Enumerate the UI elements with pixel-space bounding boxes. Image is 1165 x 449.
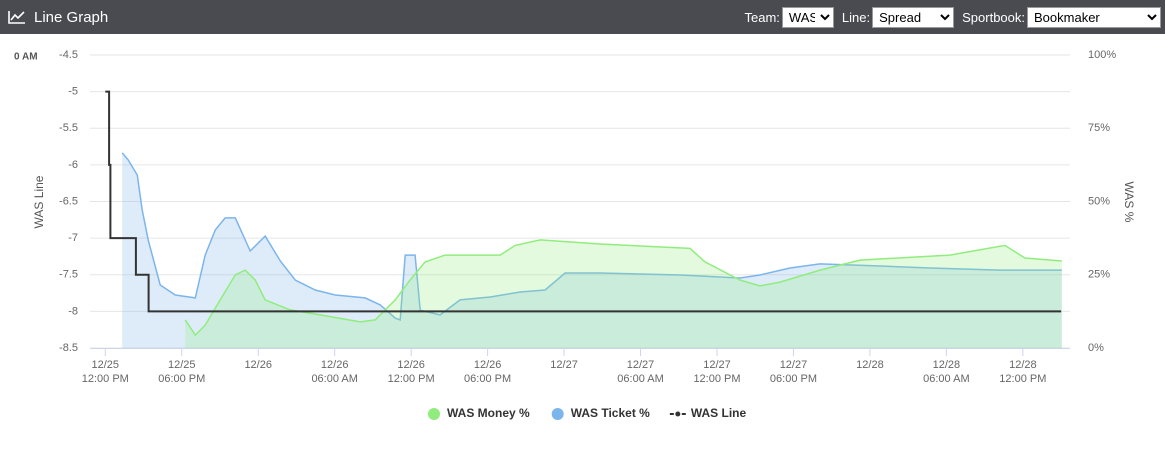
header-title: Line Graph [34, 8, 109, 26]
y2-tick-label: 50% [1088, 195, 1110, 207]
header: Line Graph Team: WAS Line: Spread Sportb… [0, 0, 1165, 34]
line [105, 90, 1062, 313]
x-tick-label: 12/28 [1009, 359, 1037, 371]
y-tick-label: -8 [68, 305, 78, 317]
y-tick-label: -5.5 [59, 122, 78, 134]
x-tick-time: 12:00 PM [388, 373, 435, 385]
legend-label: WAS Ticket % [571, 406, 650, 420]
x-tick-time: 06:00 PM [158, 373, 205, 385]
legend-label: WAS Money % [447, 406, 530, 420]
y-tick-label: -7.5 [59, 269, 78, 281]
y-tick-label: -8.5 [59, 342, 78, 354]
chart-icon [8, 11, 25, 24]
y2-tick-label: 25% [1088, 269, 1110, 281]
x-tick-label: 12/27 [703, 359, 731, 371]
annotation: 0 AM [14, 52, 38, 63]
y2-tick-label: 100% [1088, 49, 1116, 61]
y-tick-label: -6 [68, 159, 78, 171]
control-label: Line: [841, 9, 871, 25]
legend-marker [428, 408, 440, 420]
legend-label: WAS Line [691, 406, 747, 420]
x-tick-time: 06:00 PM [770, 373, 817, 385]
team-select[interactable]: WAS [781, 6, 834, 28]
x-tick-label: 12/27 [550, 359, 578, 371]
x-tick-label: 12/27 [627, 359, 655, 371]
control-label: Sportbook: [962, 9, 1025, 25]
line-select[interactable]: Spread [872, 6, 955, 28]
y-axis-title: WAS Line [32, 175, 46, 228]
x-tick-time: 06:00 AM [617, 373, 663, 385]
x-tick-time: 12:00 PM [82, 373, 129, 385]
x-tick-time: 12:00 PM [693, 373, 740, 385]
area [185, 239, 1062, 348]
y2-tick-label: 0% [1088, 342, 1104, 354]
x-tick-label: 12/26 [244, 359, 272, 371]
x-tick-time: 06:00 AM [311, 373, 357, 385]
y2-tick-label: 75% [1088, 122, 1110, 134]
x-tick-time: 06:00 AM [923, 373, 969, 385]
x-tick-label: 12/25 [168, 359, 196, 371]
y-tick-label: -4.5 [59, 49, 78, 61]
y-tick-label: -5 [68, 86, 78, 98]
x-tick-time: 06:00 PM [464, 373, 511, 385]
control-label: Team: [744, 9, 780, 25]
area [122, 152, 1062, 348]
legend: WAS Money % WAS Ticket % WAS Line [428, 406, 746, 420]
x-tick-label: 12/26 [397, 359, 425, 371]
x-tick-label: 12/28 [933, 359, 961, 371]
legend-marker [551, 408, 564, 420]
y-tick-label: -6.5 [59, 195, 78, 207]
x-tick-label: 12/25 [92, 359, 120, 371]
x-tick-label: 12/26 [321, 359, 349, 371]
line [184, 239, 1062, 337]
x-tick-label: 12/27 [780, 359, 808, 371]
x-tick-label: 12/28 [856, 359, 884, 371]
line [121, 152, 1062, 321]
x-tick-label: 12/26 [474, 359, 502, 371]
legend-marker [675, 411, 681, 417]
x-tick-time: 12:00 PM [999, 373, 1046, 385]
sportbook-select[interactable]: Bookmaker [1027, 6, 1161, 28]
y-tick-label: -7 [68, 232, 78, 244]
y2-axis-title: WAS % [1122, 182, 1136, 223]
